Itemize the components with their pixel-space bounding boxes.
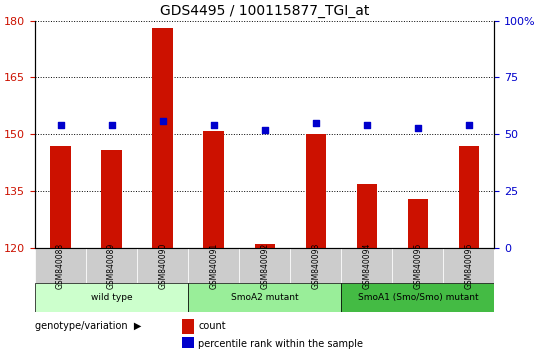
Bar <box>182 319 193 333</box>
FancyBboxPatch shape <box>137 248 188 284</box>
Point <box>107 122 116 128</box>
Point <box>464 122 473 128</box>
Text: GSM840093: GSM840093 <box>311 243 320 289</box>
FancyBboxPatch shape <box>341 248 393 284</box>
Point <box>260 127 269 133</box>
Point <box>210 122 218 128</box>
Point <box>312 120 320 126</box>
FancyBboxPatch shape <box>35 248 86 284</box>
Text: wild type: wild type <box>91 293 132 302</box>
Bar <box>204 131 224 248</box>
Point <box>362 122 371 128</box>
FancyBboxPatch shape <box>393 248 443 284</box>
Bar <box>152 28 173 248</box>
FancyBboxPatch shape <box>239 248 291 284</box>
Title: GDS4495 / 100115877_TGI_at: GDS4495 / 100115877_TGI_at <box>160 4 369 18</box>
Text: GSM840088: GSM840088 <box>56 243 65 289</box>
Bar <box>356 184 377 248</box>
Text: GSM840096: GSM840096 <box>464 243 474 289</box>
Bar <box>306 135 326 248</box>
Point <box>56 122 65 128</box>
Bar <box>102 150 122 248</box>
Point <box>414 125 422 130</box>
Text: GSM840092: GSM840092 <box>260 243 269 289</box>
Bar <box>254 244 275 248</box>
FancyBboxPatch shape <box>291 248 341 284</box>
FancyBboxPatch shape <box>188 284 341 312</box>
Text: genotype/variation  ▶: genotype/variation ▶ <box>35 321 141 331</box>
FancyBboxPatch shape <box>341 284 495 312</box>
FancyBboxPatch shape <box>443 248 495 284</box>
Text: count: count <box>198 321 226 331</box>
Bar <box>50 146 71 248</box>
Point <box>158 118 167 124</box>
Text: SmoA2 mutant: SmoA2 mutant <box>231 293 299 302</box>
Bar <box>459 146 479 248</box>
Text: GSM840094: GSM840094 <box>362 243 372 289</box>
Text: GSM840089: GSM840089 <box>107 243 116 289</box>
Bar <box>182 337 193 352</box>
FancyBboxPatch shape <box>188 248 239 284</box>
Text: percentile rank within the sample: percentile rank within the sample <box>198 339 363 349</box>
Text: GSM840095: GSM840095 <box>414 243 422 289</box>
Text: SmoA1 (Smo/Smo) mutant: SmoA1 (Smo/Smo) mutant <box>357 293 478 302</box>
Text: GSM840091: GSM840091 <box>209 243 218 289</box>
Bar <box>408 199 428 248</box>
FancyBboxPatch shape <box>35 284 188 312</box>
Text: GSM840090: GSM840090 <box>158 243 167 289</box>
FancyBboxPatch shape <box>86 248 137 284</box>
